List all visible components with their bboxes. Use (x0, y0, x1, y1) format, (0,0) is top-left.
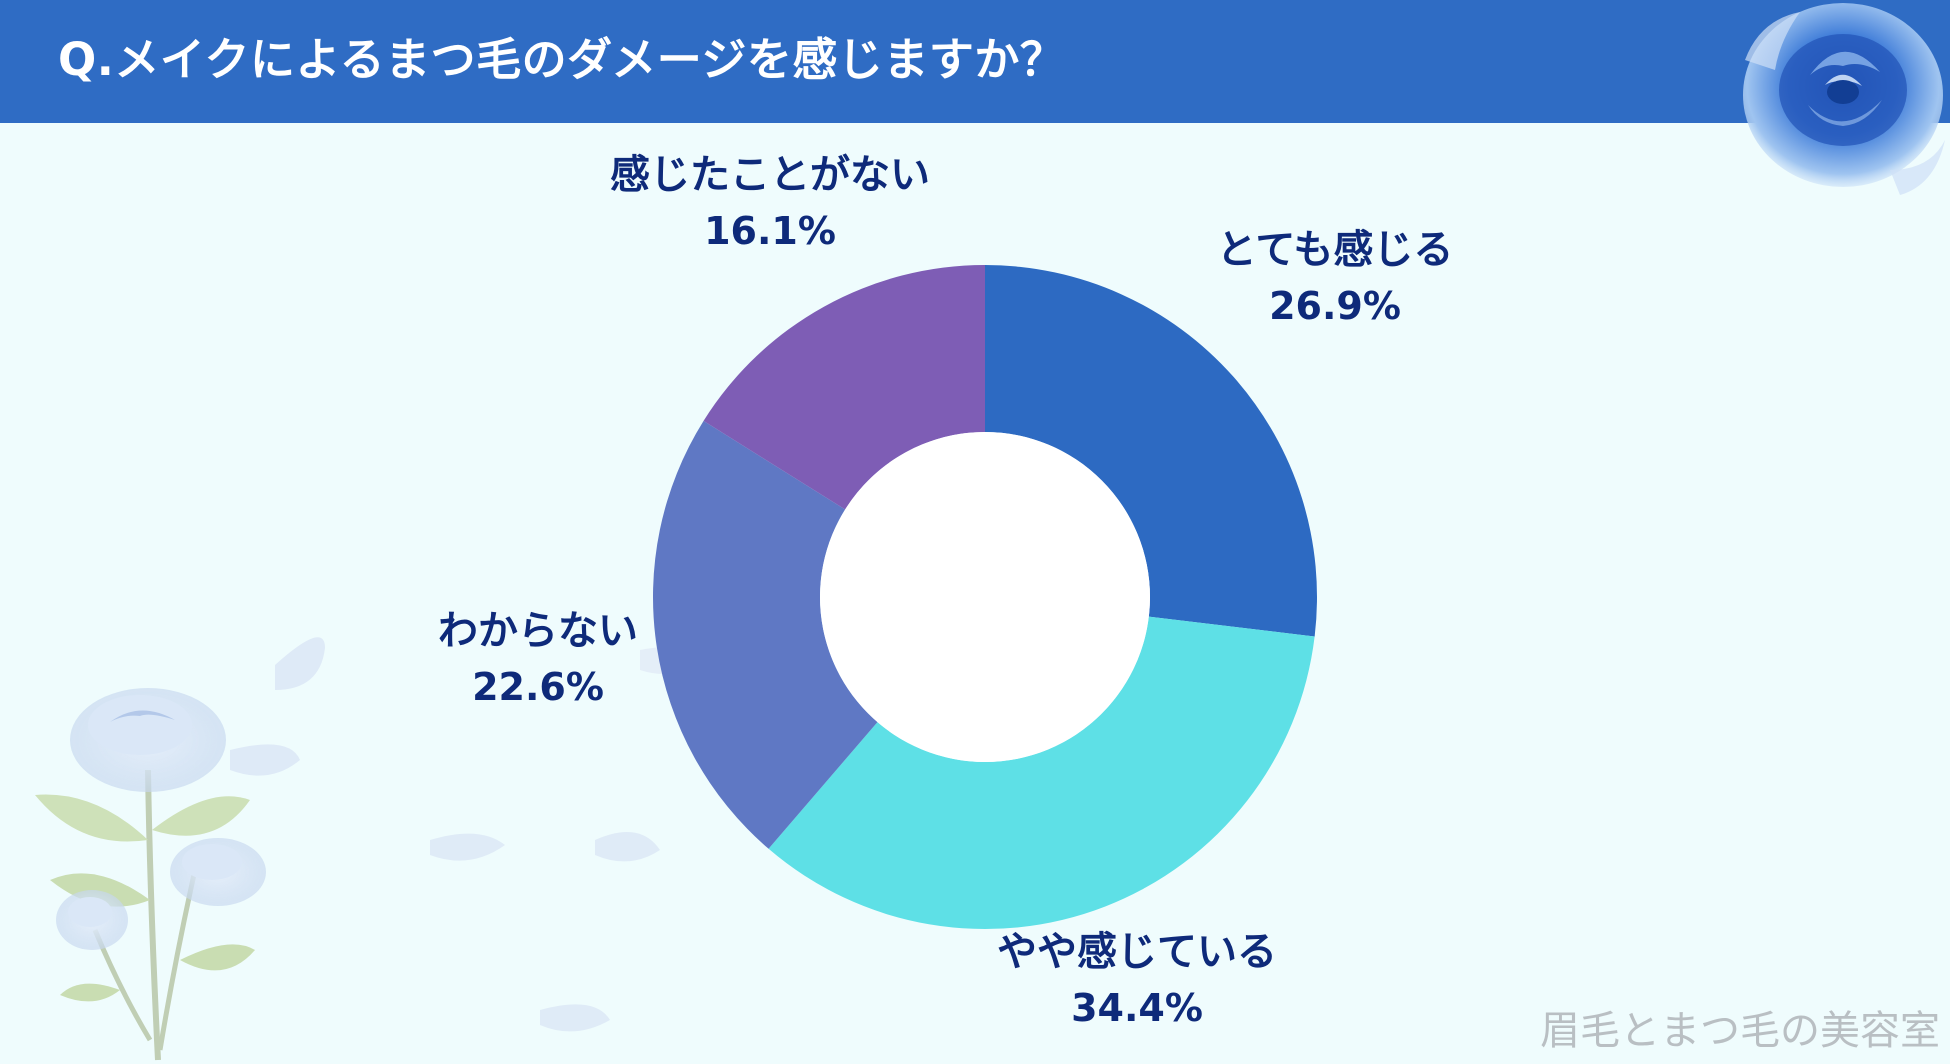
slice-label-wakaranai: わからない 22.6% (438, 603, 638, 715)
slice-value-label: 22.6% (472, 665, 604, 709)
donut-hole (820, 432, 1150, 762)
slice-label-yaya: やや感じている 34.4% (997, 924, 1277, 1036)
slice-category-label: わからない (438, 608, 638, 654)
slice-wakaranai (653, 420, 878, 849)
slice-label-kanjita-koto-ga-nai: 感じたことがない 16.1% (610, 147, 930, 259)
header-bar: Q.メイクによるまつ毛のダメージを感じますか？ (0, 0, 1950, 123)
slice-value-label: 16.1% (704, 209, 836, 253)
slice-yaya-kanjiteiru (768, 616, 1315, 930)
slice-totemo-kanjiru (985, 265, 1318, 637)
slice-value-label: 26.9% (1269, 284, 1401, 328)
slice-category-label: とても感じる (1216, 227, 1454, 273)
slice-label-totemo: とても感じる 26.9% (1217, 222, 1454, 334)
slice-category-label: 感じたことがない (610, 152, 930, 198)
slice-value-label: 34.4% (1071, 986, 1203, 1030)
slice-category-label: やや感じている (997, 929, 1277, 975)
slice-kanjita-koto-ga-nai (703, 265, 985, 510)
watermark-text: 眉毛とまつ毛の美容室 (1540, 1008, 1940, 1054)
page-title: Q.メイクによるまつ毛のダメージを感じますか？ (58, 33, 1066, 86)
